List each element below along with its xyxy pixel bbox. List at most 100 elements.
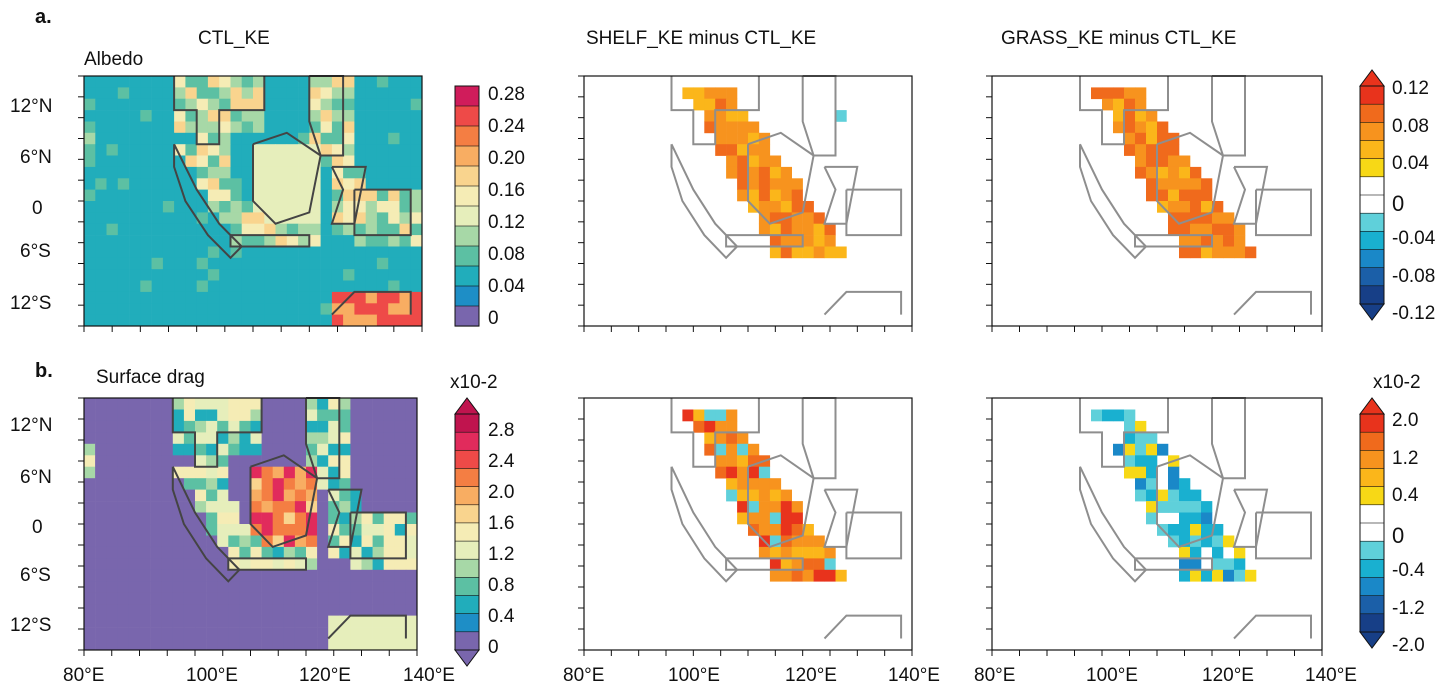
grid-cell [748,132,760,145]
grid-cell [286,201,299,213]
grid-cell [253,121,265,134]
grid-cell [339,432,351,445]
grid-cell [376,110,389,122]
grid-cell [151,212,164,225]
colorbar-tick-label: 1.2 [1392,447,1419,469]
colorbar-drag-diff-bottom-arrow [1359,631,1385,649]
coastline [1079,143,1148,260]
grid-cell [320,144,333,156]
grid-cell [206,512,218,525]
coastline [725,234,804,248]
grid-cell [309,144,321,156]
grid-cell [388,257,400,270]
grid-cell [106,303,119,315]
grid-cell [365,280,378,293]
grid-cell [410,144,423,156]
grid-cell [172,524,185,536]
grid-cell [250,546,262,559]
grid-cell [298,201,310,213]
grid-cell [726,455,738,468]
grid-cell [261,409,273,422]
grid-cell [1124,455,1136,468]
grid-cell [748,512,760,525]
grid-cell [174,155,186,168]
grid-cell [217,558,229,571]
colorbar-albedo-diff-segment [1359,249,1385,269]
panel-title-ctl: CTL_KE [198,28,270,49]
grid-cell [228,524,240,536]
grid-cell [174,121,186,134]
grid-cell [394,501,407,513]
grid-cell [196,178,209,190]
grid-cell [84,223,96,236]
grid-cell [331,87,344,100]
grid-cell [239,501,251,513]
grid-cell [174,314,186,327]
grid-cell [726,98,738,111]
grid-cell [206,638,218,651]
grid-cell [162,166,175,179]
grid-cell [264,246,276,259]
grid-cell [1168,524,1180,536]
grid-cell [241,314,254,327]
grid-cell [1168,155,1180,168]
grid-cell [195,638,207,651]
grid-cell [372,535,384,548]
grid-cell [294,524,307,536]
grid-cell [802,546,814,559]
grid-cell [84,466,96,479]
grid-cell [813,246,825,259]
grid-cell [230,280,243,293]
panel-title-shelf: SHELF_KE minus CTL_KE [586,28,817,49]
grid-cell [95,280,107,293]
grid-cell [306,512,318,525]
grid-cell [361,535,373,548]
coastline [171,466,241,583]
grid-cell [365,155,378,168]
grid-cell [331,314,344,327]
grid-cell [206,627,218,639]
grid-cell [195,546,207,559]
grid-cell [275,121,288,134]
coastline [1079,398,1169,468]
grid-cell [350,478,362,490]
grid-cell [715,466,727,479]
grid-cell [298,155,310,168]
grid-cell [1223,223,1235,236]
colorbar-tick-label: 0.24 [488,116,525,137]
grid-cell [207,189,220,202]
grid-cell [239,409,251,422]
grid-cell [780,246,792,259]
grid-cell [328,581,340,594]
grid-cell [84,501,96,513]
grid-cell [162,280,175,293]
grid-cell [272,569,285,582]
grid-cell [95,558,107,571]
grid-cell [106,558,118,571]
grid-cell [217,432,229,445]
coastline [353,188,412,237]
grid-cell [239,489,251,502]
grid-cell [84,581,96,594]
grid-cell [261,546,273,559]
grid-cell [250,501,262,513]
grid-cell [354,166,366,179]
grid-cell [791,235,803,247]
grid-cell [95,246,107,259]
grid-cell [317,638,329,651]
grid-cell [283,638,296,651]
grid-cell [217,489,229,502]
grid-cell [286,280,299,293]
grid-cell [405,604,418,616]
grid-cell [1113,443,1125,456]
colorbar-drag-segment [454,468,480,488]
colorbar-tick-label: 0.08 [488,244,525,265]
grid-cell [84,546,96,559]
grid-cell [196,201,209,213]
grid-cell [361,478,373,490]
grid-cell [217,524,229,536]
grid-cell [372,546,384,559]
grid-cell [239,604,251,616]
grid-cell [388,155,400,168]
grid-cell [1168,466,1180,479]
